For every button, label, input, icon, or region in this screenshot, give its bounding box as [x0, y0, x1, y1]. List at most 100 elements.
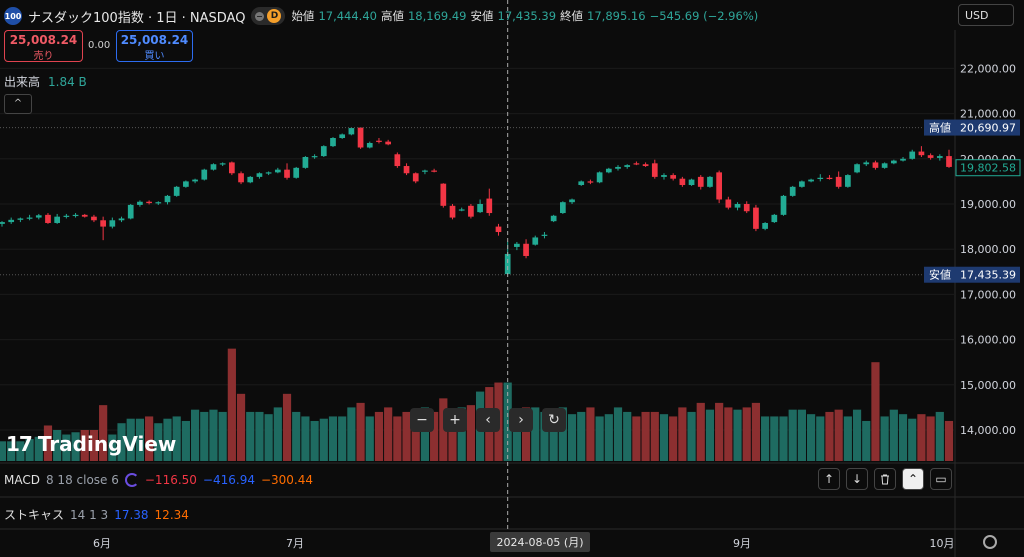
volume-value: 1.84 B — [48, 75, 87, 89]
volume-bar — [338, 416, 347, 461]
maximize-pane-button[interactable]: ⌃ — [902, 468, 924, 490]
candle — [376, 140, 382, 142]
candle — [201, 169, 208, 180]
volume-bar — [705, 409, 715, 461]
candle — [100, 220, 106, 227]
candle — [936, 156, 943, 158]
symbol-header: 100 ナスダック100指数 · 1日 · NASDAQ D 始値 17,444.… — [4, 6, 758, 26]
volume-bar — [521, 407, 531, 461]
scroll-right-button[interactable]: › — [509, 408, 533, 432]
collapse-legend-button[interactable]: ^ — [4, 94, 32, 114]
currency-select[interactable]: USD — [958, 4, 1014, 26]
close-label: 終値 — [560, 9, 584, 23]
candle — [412, 173, 419, 182]
candle — [762, 222, 768, 229]
candle — [63, 215, 70, 217]
candle — [366, 142, 373, 148]
stochastic-legend[interactable]: ストキャス 14 1 3 17.38 12.34 — [4, 506, 189, 523]
stoch-d-value: 12.34 — [154, 507, 189, 522]
volume-bar — [34, 436, 43, 461]
move-pane-down-button[interactable]: ↓ — [846, 468, 868, 490]
candle — [330, 138, 336, 147]
y-tick-label: 16,000.00 — [960, 334, 1016, 347]
candle — [219, 163, 226, 165]
market-status-pill[interactable]: D — [251, 7, 286, 25]
volume-bar — [236, 393, 246, 461]
volume-bar — [806, 414, 816, 461]
macd-signal-value: −300.44 — [260, 473, 314, 487]
candle — [771, 214, 778, 223]
volume-bar — [71, 432, 80, 461]
candle — [339, 134, 346, 139]
candle — [679, 178, 686, 186]
x-tick-label: 6月 — [93, 537, 111, 550]
candle — [845, 175, 851, 187]
volume-bar — [108, 434, 117, 461]
volume-bar — [430, 411, 439, 461]
volume-bar — [586, 407, 595, 461]
high-value: 18,169.49 — [407, 9, 467, 23]
volume-bar — [669, 416, 678, 461]
candle — [284, 169, 290, 178]
candle — [789, 186, 796, 196]
y-tick-label: 17,000.00 — [960, 288, 1016, 301]
candle — [17, 218, 24, 220]
x-tick-label: 10月 — [930, 537, 955, 550]
volume-bar — [135, 418, 145, 461]
candle — [348, 128, 355, 135]
volume-legend[interactable]: 出来高 1.84 B — [4, 73, 87, 90]
candle — [780, 195, 787, 215]
market-closed-icon — [255, 11, 265, 21]
candle — [918, 151, 925, 156]
volume-bar — [402, 411, 411, 461]
price-level-tag — [924, 266, 956, 283]
move-pane-up-button[interactable]: ↑ — [818, 468, 840, 490]
stoch-params: 14 1 3 — [70, 507, 109, 522]
candle — [854, 164, 860, 173]
volume-bar — [301, 416, 310, 461]
candle — [477, 204, 483, 213]
volume-bar — [613, 407, 623, 461]
candle — [753, 207, 759, 229]
sell-button[interactable]: 25,008.24 売り — [4, 30, 83, 62]
macd-name: MACD — [4, 473, 40, 487]
buy-button[interactable]: 25,008.24 買い — [116, 30, 193, 62]
candle — [311, 156, 318, 158]
tradingview-logo[interactable]: 17 TradingView — [6, 432, 176, 456]
candle — [514, 243, 520, 247]
volume-bar — [53, 430, 62, 461]
zoom-in-button[interactable]: + — [443, 408, 467, 432]
candle — [661, 175, 667, 177]
collapse-pane-button[interactable]: ▭ — [930, 468, 952, 490]
candle — [35, 215, 42, 218]
volume-bar — [292, 411, 301, 461]
volume-label: 出来高 — [4, 75, 41, 89]
volume-bar — [181, 420, 190, 461]
zoom-out-button[interactable]: − — [410, 408, 434, 432]
volume-bar — [420, 407, 430, 461]
delete-pane-button[interactable] — [874, 468, 896, 490]
low-label: 安値 — [470, 9, 494, 23]
volume-bar — [917, 414, 926, 461]
settings-gear-icon[interactable] — [983, 535, 997, 549]
volume-bar — [227, 348, 236, 461]
volume-bar — [209, 409, 218, 461]
symbol-title[interactable]: ナスダック100指数 · 1日 · NASDAQ — [28, 10, 246, 26]
candle — [247, 176, 254, 183]
volume-bar — [384, 407, 393, 461]
candle — [440, 183, 447, 206]
candle — [881, 163, 888, 168]
candle — [495, 226, 502, 233]
candle — [890, 160, 897, 164]
pane-toolbar: ↑ ↓ ⌃ ▭ — [818, 468, 952, 490]
reset-chart-button[interactable]: ↻ — [542, 408, 566, 432]
volume-bar — [457, 407, 466, 461]
delayed-badge: D — [267, 9, 282, 23]
scroll-left-button[interactable]: ‹ — [476, 408, 500, 432]
candle — [320, 146, 327, 157]
candle — [946, 156, 952, 167]
macd-legend[interactable]: MACD 8 18 close 6 −116.50 −416.94 −300.4… — [4, 473, 313, 487]
candle — [900, 158, 906, 161]
volume-bar — [761, 416, 770, 461]
